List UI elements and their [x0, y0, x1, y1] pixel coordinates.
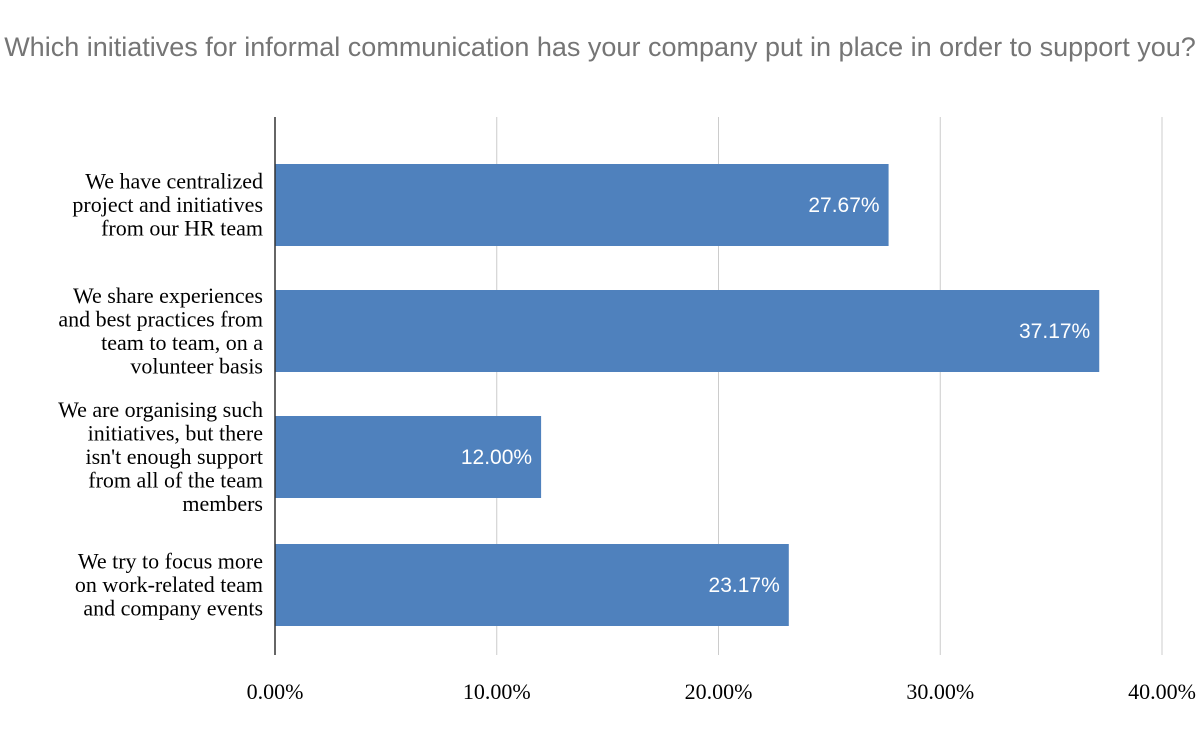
- category-label: We share experiences and best practices f…: [58, 283, 263, 379]
- x-tick-label: 20.00%: [685, 679, 753, 704]
- bar: [275, 290, 1100, 372]
- bar: [275, 416, 542, 498]
- data-label: 27.67%: [808, 194, 879, 217]
- data-label: 12.00%: [461, 446, 532, 469]
- bar: [275, 164, 889, 246]
- data-label: 23.17%: [709, 574, 780, 597]
- bar: [275, 544, 789, 626]
- labels: 0.00% 10.00% 20.00% 30.00% 40.00% 27.67% We ha…: [58, 169, 1196, 705]
- x-tick-label: 30.00%: [906, 679, 974, 704]
- data-label: 37.17%: [1019, 320, 1090, 343]
- category-label: We are organising such initiatives, but t…: [58, 397, 263, 516]
- x-tick-label: 40.00%: [1128, 679, 1196, 704]
- category-label: We try to focus more on work-related team…: [75, 549, 263, 621]
- x-tick-label: 0.00%: [247, 679, 304, 704]
- x-tick-label: 10.00%: [463, 679, 531, 704]
- bars: [275, 164, 1100, 626]
- category-label: We have centralized project and initiativ…: [72, 169, 263, 241]
- chart-title: Which initiatives for informal communica…: [4, 32, 1196, 62]
